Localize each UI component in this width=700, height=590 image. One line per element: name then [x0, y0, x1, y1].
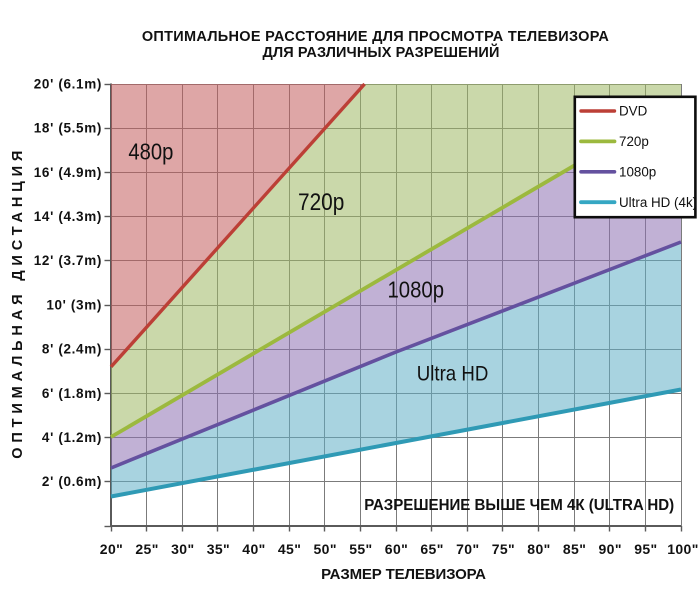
svg-text:50": 50": [313, 541, 336, 557]
svg-text:70": 70": [456, 541, 479, 557]
svg-text:35": 35": [207, 541, 230, 557]
svg-text:20": 20": [100, 541, 123, 557]
svg-text:РАЗРЕШЕНИЕ ВЫШЕ ЧЕМ 4К (ULTRA: РАЗРЕШЕНИЕ ВЫШЕ ЧЕМ 4К (ULTRA HD): [364, 497, 674, 514]
svg-text:20' (6.1m): 20' (6.1m): [34, 76, 102, 91]
svg-text:16' (4.9m): 16' (4.9m): [34, 165, 102, 180]
svg-text:720p: 720p: [298, 189, 344, 216]
svg-text:100": 100": [667, 541, 699, 557]
svg-text:85": 85": [563, 541, 586, 557]
svg-text:75": 75": [492, 541, 515, 557]
svg-text:30": 30": [171, 541, 194, 557]
svg-text:РАЗМЕР ТЕЛЕВИЗОРА: РАЗМЕР ТЕЛЕВИЗОРА: [321, 566, 486, 583]
svg-text:720p: 720p: [619, 134, 649, 149]
svg-text:ОПТИМАЛЬНОЕ РАССТОЯНИЕ ДЛЯ ПРО: ОПТИМАЛЬНОЕ РАССТОЯНИЕ ДЛЯ ПРОСМОТРА ТЕЛ…: [142, 29, 610, 45]
svg-text:Ultra HD: Ultra HD: [417, 362, 489, 386]
svg-text:80": 80": [527, 541, 550, 557]
svg-text:95": 95": [634, 541, 657, 557]
svg-text:Ultra HD (4k): Ultra HD (4k): [619, 195, 697, 210]
svg-text:8' (2.4m): 8' (2.4m): [42, 342, 102, 357]
svg-text:14' (4.3m): 14' (4.3m): [34, 209, 102, 224]
svg-text:ДЛЯ РАЗЛИЧНЫХ РАЗРЕШЕНИЙ: ДЛЯ РАЗЛИЧНЫХ РАЗРЕШЕНИЙ: [263, 43, 500, 61]
svg-text:12' (3.7m): 12' (3.7m): [34, 253, 102, 268]
svg-text:45": 45": [278, 541, 301, 557]
svg-text:60": 60": [385, 541, 408, 557]
svg-text:25": 25": [135, 541, 158, 557]
svg-text:4' (1.2m): 4' (1.2m): [42, 430, 102, 445]
svg-text:1080p: 1080p: [619, 165, 656, 180]
svg-text:2' (0.6m): 2' (0.6m): [42, 474, 102, 489]
svg-text:480p: 480p: [128, 138, 173, 164]
svg-text:6' (1.8m): 6' (1.8m): [42, 386, 102, 401]
svg-text:90": 90": [598, 541, 621, 557]
svg-text:55": 55": [349, 541, 372, 557]
svg-text:18' (5.5m): 18' (5.5m): [34, 121, 102, 136]
svg-text:10' (3m): 10' (3m): [46, 297, 102, 312]
svg-text:DVD: DVD: [619, 104, 648, 119]
svg-text:65": 65": [420, 541, 443, 557]
svg-text:1080p: 1080p: [388, 277, 445, 303]
svg-text:40": 40": [242, 541, 265, 557]
svg-text:ОПТИМАЛЬНАЯ ДИСТАНЦИЯ: ОПТИМАЛЬНАЯ ДИСТАНЦИЯ: [10, 146, 26, 459]
